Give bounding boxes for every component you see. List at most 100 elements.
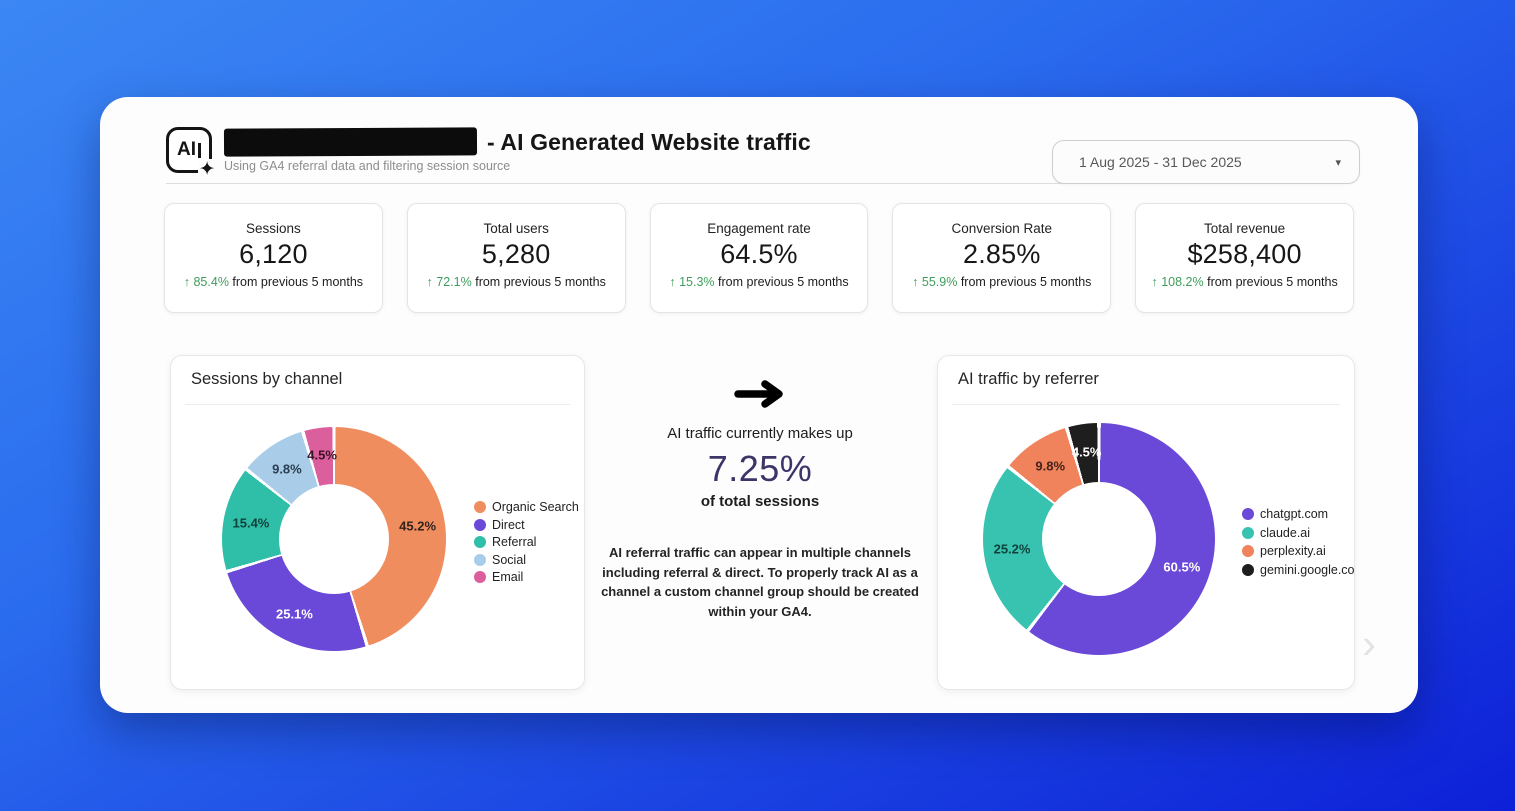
ai-share-callout: AI traffic currently makes up 7.25% of t… [595,380,925,621]
kpi-change-suffix: from previous 5 months [718,275,849,289]
slice-label: 9.8% [272,461,302,477]
kpi-change-percent: 108.2% [1161,275,1204,289]
legend-label: claude.ai [1260,525,1311,540]
chart-title: AI traffic by referrer [958,370,1099,388]
logo-cursor-bar [198,142,201,158]
date-range-value: 1 Aug 2025 - 31 Dec 2025 [1079,154,1242,170]
kpi-change: ↑ 85.4% from previous 5 months [184,275,363,289]
kpi-card: Sessions 6,120 ↑ 85.4% from previous 5 m… [164,203,383,313]
legend-dot-icon [474,571,486,583]
arrow-right-icon [734,380,783,408]
kpi-value: 2.85% [963,239,1041,269]
legend-dot-icon [474,536,486,548]
legend-dot-icon [1242,545,1254,557]
legend-dot-icon [1242,508,1254,520]
ai-share-intro: AI traffic currently makes up [667,425,853,442]
legend-label: Email [492,570,524,584]
legend-label: Social [492,552,527,567]
legend-item[interactable]: chatgpt.com [1242,507,1355,521]
legend-label: chatgpt.com [1260,507,1329,521]
chart-legend: Organic Search Direct Referral Social Em… [474,500,579,584]
legend-item[interactable]: Direct [474,518,579,532]
slice-label: 4.5% [1071,444,1102,460]
date-range-selector[interactable]: 1 Aug 2025 - 31 Dec 2025 ▾ [1052,140,1360,184]
kpi-change-percent: 72.1% [436,275,472,289]
slice-label: 60.5% [1163,559,1201,575]
legend-dot-icon [474,553,486,566]
kpi-change-suffix: from previous 5 months [960,275,1092,289]
sparkle-icon: ✦ [198,159,216,180]
kpi-row: Sessions 6,120 ↑ 85.4% from previous 5 m… [164,203,1354,313]
donut-chart[interactable]: 45.2% 25.1% 15.4% 9.8% 4.5% [222,427,446,651]
legend-item[interactable]: claude.ai [1242,526,1355,540]
kpi-change-suffix: from previous 5 months [475,275,606,289]
ai-logo-text: AI [177,139,196,160]
kpi-change-percent: 55.9% [921,275,958,289]
dashboard-card: AI ✦ - AI Generated Website traffic Usin… [100,97,1418,713]
chart-legend: chatgpt.com claude.ai perplexity.ai gemi… [1242,507,1355,577]
page-title: - AI Generated Website traffic [487,128,811,155]
ai-share-caption: of total sessions [700,493,820,510]
legend-item[interactable]: Social [474,553,579,567]
kpi-change-percent: 85.4% [193,275,229,289]
donut-chart[interactable]: 60.5% 25.2% 9.8% 4.5% [983,423,1215,655]
ai-traffic-by-referrer-card: AI traffic by referrer 60.5% 25.2% 9.8% 4.5… [937,355,1355,690]
legend-label: gemini.google.co [1260,562,1355,577]
kpi-change: ↑ 108.2% from previous 5 months [1151,275,1337,289]
up-arrow-icon: ↑ [426,275,433,289]
chart-title-divider [185,404,570,405]
legend-item[interactable]: perplexity.ai [1242,544,1355,558]
legend-label: Referral [492,535,537,549]
kpi-label: Total revenue [1204,221,1286,236]
kpi-change-suffix: from previous 5 months [1207,275,1338,289]
chart-title-divider [952,404,1340,405]
kpi-label: Engagement rate [707,221,811,236]
ai-logo-icon: AI ✦ [166,127,216,180]
kpi-change: ↑ 72.1% from previous 5 months [427,275,606,289]
slice-label: 9.8% [1035,458,1066,474]
legend-label: Organic Search [492,500,579,514]
legend-label: perplexity.ai [1260,544,1326,558]
kpi-card: Total revenue $258,400 ↑ 108.2% from pre… [1135,203,1354,313]
kpi-value: 6,120 [239,239,308,269]
legend-label: Direct [492,517,525,532]
chevron-down-icon: ▾ [1335,156,1341,169]
kpi-change: ↑ 15.3% from previous 5 months [669,275,848,289]
slice-label: 25.2% [993,541,1031,557]
page-subtitle: Using GA4 referral data and filtering se… [224,159,511,173]
up-arrow-icon: ↑ [912,275,919,289]
kpi-label: Total users [483,221,549,236]
slice-label: 15.4% [232,515,270,531]
legend-dot-icon [1242,526,1254,539]
kpi-card: Total users 5,280 ↑ 72.1% from previous … [406,203,626,313]
header-divider [166,183,1106,184]
legend-dot-icon [474,501,486,513]
kpi-card: Conversion Rate 2.85% ↑ 55.9% from previ… [892,203,1112,313]
legend-dot-icon [474,518,486,531]
sessions-by-channel-card: Sessions by channel 45.2% 25.1% 15.4% 9.8% 4… [170,355,585,690]
legend-dot-icon [1242,563,1254,576]
kpi-card: Engagement rate 64.5% ↑ 15.3% from previ… [649,203,869,313]
legend-item[interactable]: Organic Search [474,500,579,514]
slice-label: 25.1% [275,606,313,622]
kpi-label: Sessions [246,221,301,236]
slice-label: 4.5% [307,447,337,463]
kpi-value: 5,280 [481,239,551,269]
up-arrow-icon: ↑ [183,275,190,289]
kpi-change-percent: 15.3% [679,275,715,289]
up-arrow-icon: ↑ [1151,275,1158,289]
up-arrow-icon: ↑ [669,275,676,289]
redacted-client-name [223,127,478,157]
slice-label: 45.2% [399,518,437,534]
kpi-value: $258,400 [1187,239,1302,269]
legend-item[interactable]: Referral [474,535,579,549]
carousel-next-icon[interactable]: › [1362,620,1376,667]
kpi-change: ↑ 55.9% from previous 5 months [912,275,1091,289]
legend-item[interactable]: gemini.google.co [1242,563,1355,577]
legend-item[interactable]: Email [474,570,579,584]
kpi-label: Conversion Rate [951,221,1053,236]
header: AI ✦ - AI Generated Website traffic Usin… [166,127,811,180]
header-text: - AI Generated Website traffic Using GA4… [223,127,811,173]
ai-share-value: 7.25% [707,448,813,489]
ai-share-note: AI referral traffic can appear in multip… [601,545,919,619]
